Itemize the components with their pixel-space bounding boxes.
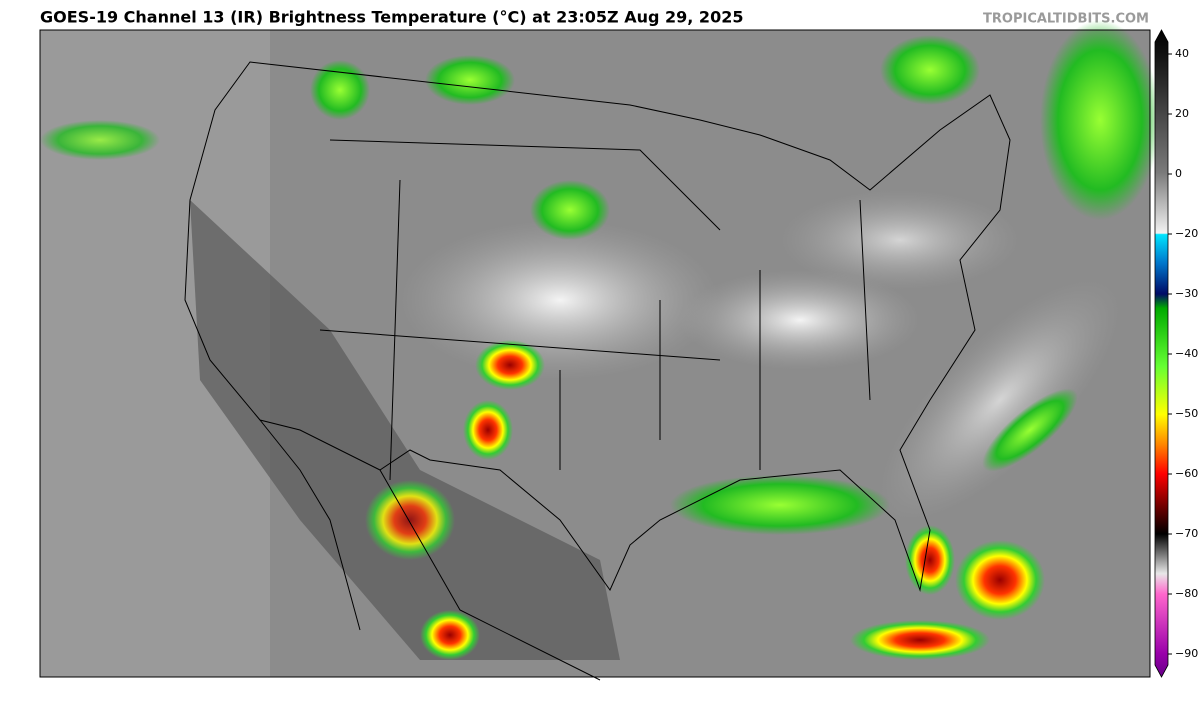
colorbar-tick-label: 40 [1175, 47, 1189, 60]
colorbar-tick-label: −20 [1175, 227, 1198, 240]
colorbar-tick-label: −40 [1175, 347, 1198, 360]
colorbar-tick-label: −90 [1175, 647, 1198, 660]
colorbar-tick-label: −80 [1175, 587, 1198, 600]
title: GOES-19 Channel 13 (IR) Brightness Tempe… [40, 8, 743, 27]
colorbar-tick-label: 20 [1175, 107, 1189, 120]
colorbar-tick-label: 0 [1175, 167, 1182, 180]
colorbar-tick-label: −30 [1175, 287, 1198, 300]
credit: TROPICALTIDBITS.COM [983, 12, 1149, 27]
colorbar-tick-label: −50 [1175, 407, 1198, 420]
colorbar-tick-label: −60 [1175, 467, 1198, 480]
colorbar-tick-label: −70 [1175, 527, 1198, 540]
satellite-map [39, 20, 1160, 681]
colorbar: 40 20 0 −20 −30 −40 −50 −60 −70 −80 −90 [1154, 29, 1198, 678]
